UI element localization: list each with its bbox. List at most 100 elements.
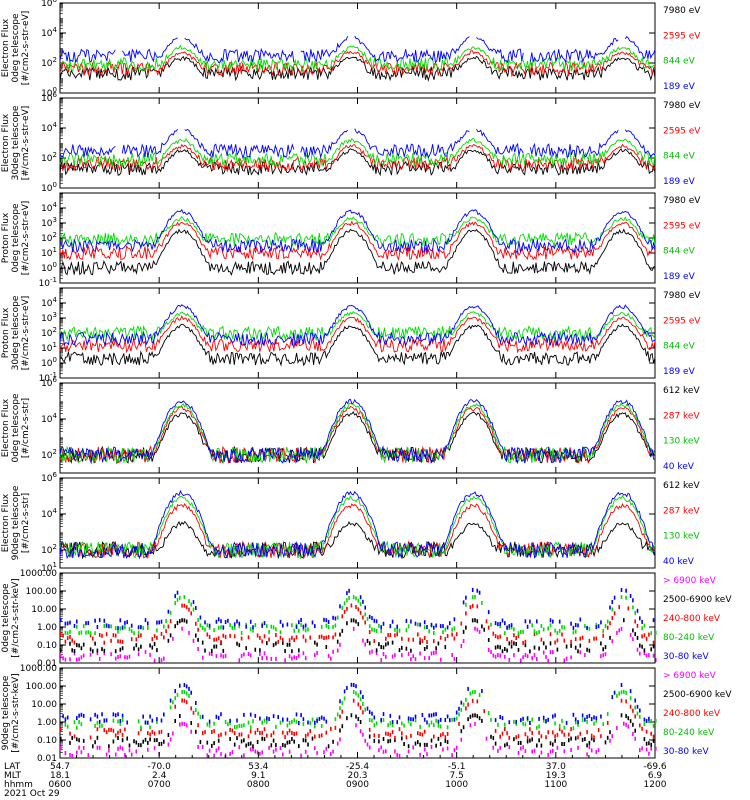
panel-3: 10-1100101102103104TEDProton Flux0deg te… [0,192,701,289]
series-point [352,595,355,600]
series-point [504,621,506,626]
series-point [190,729,192,734]
series-point [629,689,632,694]
series-point [577,623,579,628]
mlt-tick-label: 20.3 [347,771,367,781]
series-point [252,628,254,633]
series-point [396,624,398,629]
series-point [547,717,549,722]
series-point [435,646,437,651]
series-point [240,739,243,744]
series-point [355,605,357,609]
legend-entry: 80-240 keV [663,728,715,738]
series-point [208,625,211,630]
series-point [188,607,190,612]
series-point [220,653,222,658]
series-point [471,603,474,608]
series-point [549,623,552,628]
series-point [121,732,124,737]
series-point [135,749,138,754]
series-point [645,741,648,746]
series-point [304,623,307,628]
series-point [522,716,524,721]
series-point [506,625,508,630]
series-point [577,720,579,725]
series-point [236,641,238,646]
series-point [197,637,199,642]
series-point [497,622,499,627]
series-point [291,730,293,735]
series-point [71,753,73,758]
series-point [606,735,609,740]
series-point [334,616,337,621]
series-point [474,626,476,631]
y-tick-label: 104 [41,26,57,39]
series-point [101,633,103,638]
series-point [650,647,652,652]
series-point [620,690,623,695]
series-point [279,746,282,751]
y-tick-label: 104 [41,507,57,520]
series-point [275,633,277,637]
series-point [105,718,108,723]
series-point [295,635,298,640]
series-point [217,715,220,720]
series-point [538,724,540,729]
series-point [570,655,572,660]
series-point [563,625,566,630]
series-point [634,610,636,615]
series-point [238,621,241,626]
series-point [600,641,602,646]
series-point [199,740,202,745]
series-point [453,626,456,631]
series-point [149,652,151,657]
series-point [474,713,476,718]
series-point [414,657,417,662]
series-point [517,647,520,652]
series-point [609,635,611,640]
series-point [412,745,414,750]
series-point [174,704,176,709]
series-point [632,605,634,610]
series-point [263,634,266,639]
series-line [59,503,656,560]
series-point [513,633,515,638]
series-point [307,742,309,747]
series-point [368,710,371,715]
series-point [282,640,284,645]
series-point [350,682,353,687]
series-point [639,616,641,621]
series-point [444,637,447,642]
series-point [62,633,64,638]
series-point [371,649,373,654]
series-point [636,608,639,613]
series-point [66,715,69,720]
series-point [474,721,476,726]
series-point [156,738,158,743]
series-point [325,719,328,724]
series-point [398,628,401,633]
series-point [378,642,380,647]
date-label: 2021 Oct 29 [4,789,60,799]
series-point [442,747,444,752]
series-point [185,684,188,689]
series-line [59,304,656,348]
series-point [623,618,625,623]
series-point [140,644,142,649]
series-point [391,723,394,728]
series-point [103,618,106,623]
series-point [618,691,620,696]
series-point [206,722,209,727]
series-point [279,720,282,725]
legend-entry: 80-240 keV [663,633,715,643]
series-point [126,655,128,660]
series-point [524,732,527,737]
series-point [73,623,76,628]
series-trace [64,689,657,731]
series-point [286,622,289,627]
series-point [465,595,467,600]
series-point [60,648,62,653]
series-point [529,738,531,743]
series-point [604,645,607,650]
